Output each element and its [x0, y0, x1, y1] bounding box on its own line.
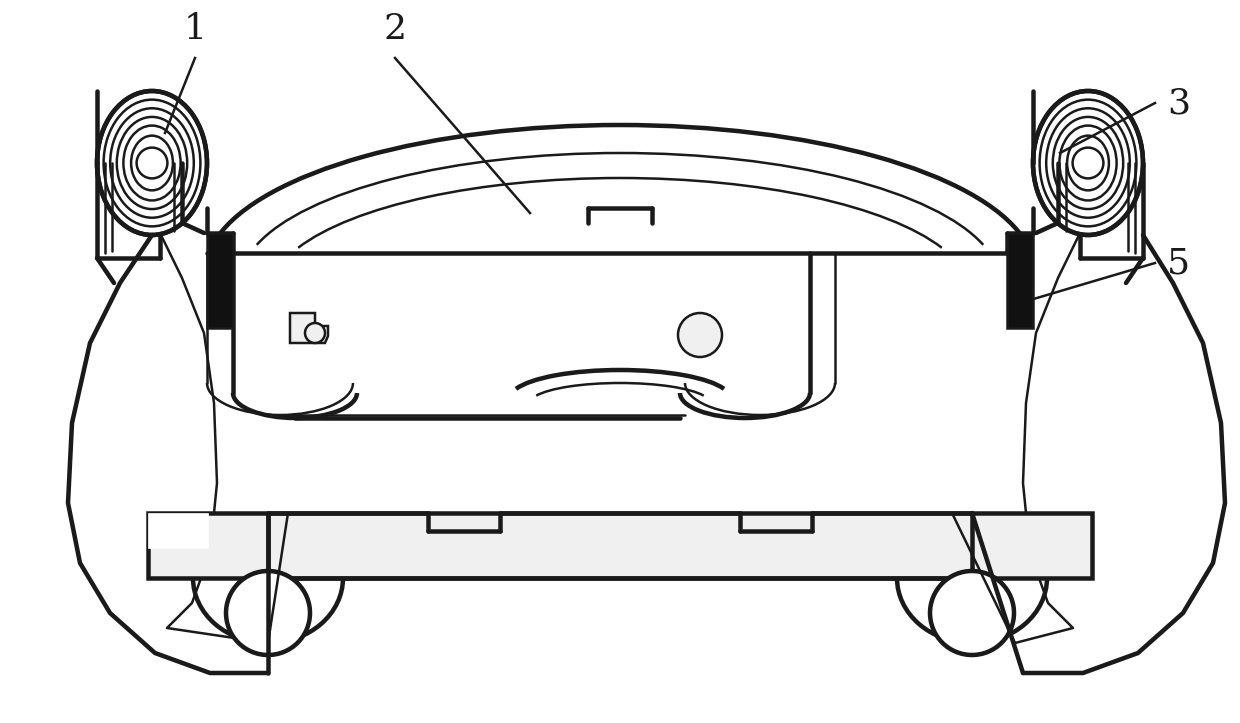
Text: 5: 5	[1167, 246, 1190, 280]
Polygon shape	[207, 233, 233, 328]
Text: 3: 3	[1167, 86, 1190, 120]
Circle shape	[226, 571, 310, 655]
Text: 1: 1	[184, 12, 207, 46]
Circle shape	[1073, 147, 1104, 179]
Circle shape	[930, 571, 1014, 655]
Polygon shape	[148, 513, 208, 548]
Polygon shape	[290, 313, 329, 343]
Circle shape	[136, 147, 167, 179]
Circle shape	[305, 323, 325, 343]
Polygon shape	[148, 513, 1092, 578]
Polygon shape	[1007, 233, 1033, 328]
Text: 2: 2	[383, 12, 407, 46]
Circle shape	[678, 313, 722, 357]
